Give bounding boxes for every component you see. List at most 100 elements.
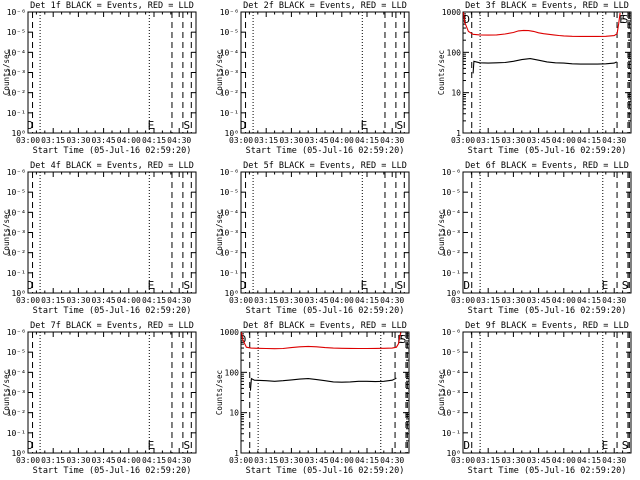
y-axis-label: Counts/sec [437,50,446,95]
y-tick-label: 10⁰ [225,129,239,138]
x-tick-label: 04:30 [380,456,404,465]
y-tick-label: 10⁻⁵ [7,348,26,357]
y-axis-label: Counts/sec [2,50,11,95]
chart-title: Det 7f BLACK = Events, RED = LLD [30,321,194,331]
y-tick-label: 10⁻⁵ [442,348,461,357]
x-tick-label: 03:15 [476,136,500,145]
y-tick-label: 10⁻⁴ [7,368,26,377]
y-tick-label: 10⁻² [7,89,26,98]
chart-title: Det 8f BLACK = Events, RED = LLD [243,321,407,331]
marker-label: S [396,119,403,132]
x-tick-label: 04:30 [167,456,191,465]
x-tick-label: 03:00 [451,296,475,305]
x-tick-label: 03:00 [229,296,253,305]
plot-frame [27,171,197,294]
x-tick-label: 04:30 [380,296,404,305]
y-tick-label: 1 [456,129,461,138]
chart-title: Det 4f BLACK = Events, RED = LLD [30,161,194,171]
x-tick-label: 03:00 [16,296,40,305]
chart-title: Det 2f BLACK = Events, RED = LLD [243,1,407,11]
y-tick-label: 10⁻² [220,249,239,258]
x-tick-label: 03:30 [279,136,303,145]
x-axis-label: Start Time (05-Jul-16 02:59:20) [468,306,627,316]
y-tick-label: 10⁻¹ [442,429,461,438]
marker-label: D [27,279,34,292]
chart-panel: Det 8f BLACK = Events, RED = LLD 1 10 100 10… [215,321,410,476]
y-tick-label: 10⁻⁶ [7,168,26,177]
x-axis-label: Start Time (05-Jul-16 02:59:20) [33,306,192,316]
x-tick-label: 04:15 [142,456,166,465]
marker-label: E [148,119,155,132]
y-tick-label: 10⁻² [7,409,26,418]
x-tick-label: 03:30 [501,456,525,465]
marker-label: D [240,279,247,292]
x-tick-label: 03:30 [66,136,90,145]
chart-title: Det 5f BLACK = Events, RED = LLD [243,161,407,171]
y-tick-label: 10⁻³ [220,69,239,78]
x-tick-label: 04:30 [167,136,191,145]
y-tick-label: 10⁻³ [7,69,26,78]
y-tick-label: 10⁻⁵ [7,28,26,37]
marker-label: E [602,279,609,292]
x-tick-label: 03:00 [451,136,475,145]
x-tick-label: 03:00 [16,136,40,145]
x-tick-label: 04:00 [330,456,354,465]
x-tick-label: 04:30 [602,456,626,465]
x-tick-label: 03:45 [305,296,329,305]
y-tick-label: 100 [225,368,240,377]
chart-panel: Det 9f BLACK = Events, RED = LLD 10⁰ 10⁻¹ 1… [437,321,632,476]
y-tick-label: 10 [229,409,239,418]
plot-frame [462,331,632,454]
y-tick-label: 10⁰ [447,289,461,298]
y-tick-label: 10⁻⁴ [220,208,239,217]
marker-label: E [361,119,368,132]
x-axis-label: Start Time (05-Jul-16 02:59:20) [33,146,192,156]
marker-label: S [183,119,190,132]
y-axis-label: Counts/sec [215,50,224,95]
y-tick-label: 10 [451,89,461,98]
marker-label: D [27,439,34,452]
y-tick-label: 10⁻³ [220,229,239,238]
plot-frame [240,331,410,454]
x-tick-label: 03:15 [41,296,65,305]
x-tick-label: 03:15 [254,296,278,305]
chart-title: Det 6f BLACK = Events, RED = LLD [465,161,629,171]
x-tick-label: 04:00 [330,136,354,145]
marker-label: S [622,439,629,452]
y-tick-label: 10⁻⁶ [7,8,26,17]
x-tick-label: 03:45 [527,456,551,465]
x-axis-label: Start Time (05-Jul-16 02:59:20) [246,466,405,476]
marker-label: D [240,119,247,132]
y-tick-label: 10⁻⁴ [442,368,461,377]
marker-label: S [183,279,190,292]
x-tick-label: 03:30 [66,296,90,305]
y-tick-label: 10⁻¹ [7,269,26,278]
chart-panel: Det 2f BLACK = Events, RED = LLD 10⁰ 10⁻¹ 1… [215,1,410,156]
x-tick-label: 04:00 [552,296,576,305]
y-axis-label: Counts/sec [215,210,224,255]
chart-panel: Det 5f BLACK = Events, RED = LLD 10⁰ 10⁻¹ 1… [215,161,410,316]
x-axis-label: Start Time (05-Jul-16 02:59:20) [468,146,627,156]
y-tick-label: 1000 [442,8,461,17]
marker-label: S [622,279,629,292]
x-tick-label: 03:45 [305,136,329,145]
series-line [240,332,402,350]
y-tick-label: 10⁰ [447,449,461,458]
marker-label: E [397,333,404,346]
x-tick-label: 03:30 [279,456,303,465]
marker-label: S [622,13,629,26]
y-tick-label: 10⁰ [12,129,26,138]
y-tick-label: 10⁻⁵ [220,188,239,197]
x-tick-label: 04:15 [577,296,601,305]
x-tick-label: 04:15 [577,456,601,465]
y-axis-label: Counts/sec [437,370,446,415]
y-tick-label: 10⁻⁶ [7,328,26,337]
plot-frame [462,11,632,134]
marker-label: E [148,439,155,452]
y-tick-label: 10⁰ [225,289,239,298]
y-tick-label: 10⁻¹ [442,269,461,278]
x-tick-label: 03:45 [527,136,551,145]
x-tick-label: 03:30 [501,296,525,305]
y-tick-label: 10⁻⁵ [7,188,26,197]
marker-label: D [27,119,34,132]
